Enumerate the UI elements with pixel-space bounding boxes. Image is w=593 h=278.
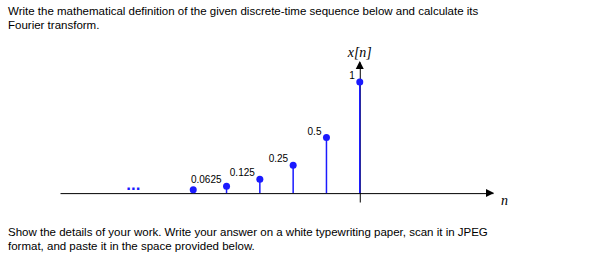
value-label: 0.25 bbox=[269, 153, 289, 164]
x-arrowhead bbox=[486, 189, 494, 197]
stem bbox=[292, 165, 294, 193]
footer: Show the details of your work. Write you… bbox=[8, 226, 488, 252]
stem-marker bbox=[323, 134, 330, 141]
chart: Write the mathematical definition of the… bbox=[0, 0, 593, 278]
stem-marker bbox=[190, 186, 197, 193]
title: Write the mathematical definition of the… bbox=[8, 5, 479, 31]
value-label: 0.0625 bbox=[191, 174, 222, 185]
stem-marker bbox=[223, 183, 230, 190]
ellipsis: ... bbox=[126, 175, 140, 194]
title-line: Write the mathematical definition of the… bbox=[8, 5, 479, 17]
stem-marker bbox=[356, 79, 363, 86]
footer-line: format, and paste it in the space provid… bbox=[8, 240, 255, 252]
title-line: Fourier transform. bbox=[8, 19, 99, 31]
stem bbox=[359, 82, 361, 193]
x-axis-label: n bbox=[501, 193, 508, 208]
plot-area: n x[n] 0.0625 0.125 0.25 0.5 1... bbox=[61, 45, 509, 208]
stem bbox=[326, 138, 328, 194]
marks bbox=[190, 79, 364, 194]
y-arrowhead bbox=[356, 61, 364, 69]
value-label: 1 bbox=[349, 70, 355, 81]
stem-marker bbox=[256, 176, 263, 183]
y-axis-label: x[n] bbox=[347, 45, 372, 60]
stem-marker bbox=[290, 162, 297, 169]
value-label: 0.5 bbox=[308, 126, 322, 137]
value-label: 0.125 bbox=[230, 167, 255, 178]
footer-line: Show the details of your work. Write you… bbox=[8, 226, 488, 238]
